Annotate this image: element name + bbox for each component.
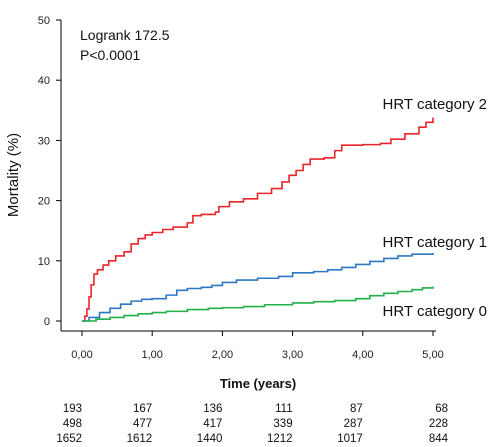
- at-risk-cell: 68: [435, 403, 448, 415]
- x-axis-label: Time (years): [220, 376, 296, 391]
- y-tick-label: 10: [38, 256, 50, 268]
- at-risk-cell: 1017: [337, 433, 363, 445]
- at-risk-cell: 1440: [197, 433, 223, 445]
- y-axis-label: Mortality (%): [5, 133, 22, 217]
- at-risk-cell: 136: [203, 403, 222, 415]
- series-line-hrt-2: [82, 117, 434, 322]
- y-tick-label: 0: [44, 316, 50, 328]
- at-risk-cell: 87: [350, 403, 363, 415]
- logrank-stat: Logrank 172.5: [80, 27, 170, 43]
- at-risk-cell: 111: [275, 403, 292, 415]
- at-risk-cell: 193: [63, 403, 82, 415]
- y-tick-label: 30: [38, 135, 50, 147]
- x-tick-label: 0,00: [71, 349, 92, 361]
- at-risk-cell: 477: [133, 418, 152, 430]
- at-risk-cell: 498: [63, 418, 82, 430]
- at-risk-cell: 844: [429, 433, 449, 445]
- x-tick-label: 5,00: [422, 349, 443, 361]
- at-risk-cell: 417: [203, 418, 222, 430]
- x-tick-label: 1,00: [141, 349, 162, 361]
- series-line-hrt-1: [82, 252, 434, 322]
- x-tick-label: 4,00: [352, 349, 373, 361]
- y-tick-label: 20: [38, 196, 50, 208]
- x-ticks: 0,00 1,00 2,00 3,00 4,00 5,00: [71, 331, 444, 361]
- y-ticks: 0 10 20 30 40 50: [38, 15, 61, 328]
- y-tick-label: 50: [38, 15, 50, 27]
- at-risk-cell: 228: [429, 418, 448, 430]
- at-risk-cell: 287: [344, 418, 363, 430]
- series-label-hrt-1: HRT category 1: [383, 234, 488, 251]
- x-tick-label: 3,00: [282, 349, 303, 361]
- p-value: P<0.0001: [80, 47, 141, 63]
- at-risk-cell: 1652: [56, 433, 82, 445]
- at-risk-cell: 1212: [267, 433, 293, 445]
- survival-curves: [82, 117, 434, 322]
- axes: 0 10 20 30 40 50 0,00 1,00 2,00 3,00 4,00 5,00: [38, 15, 444, 361]
- x-tick-label: 2,00: [212, 349, 233, 361]
- series-line-hrt-0: [82, 286, 434, 322]
- series-label-hrt-0: HRT category 0: [383, 303, 488, 320]
- y-tick-label: 40: [38, 75, 50, 87]
- at-risk-cell: 339: [273, 418, 292, 430]
- numbers-at-risk-table: 193 167 136 111 87 68 498 477 417 339 287 228 1652 16…: [56, 403, 448, 445]
- series-label-hrt-2: HRT category 2: [383, 96, 488, 113]
- at-risk-cell: 1612: [127, 433, 153, 445]
- at-risk-cell: 167: [133, 403, 152, 415]
